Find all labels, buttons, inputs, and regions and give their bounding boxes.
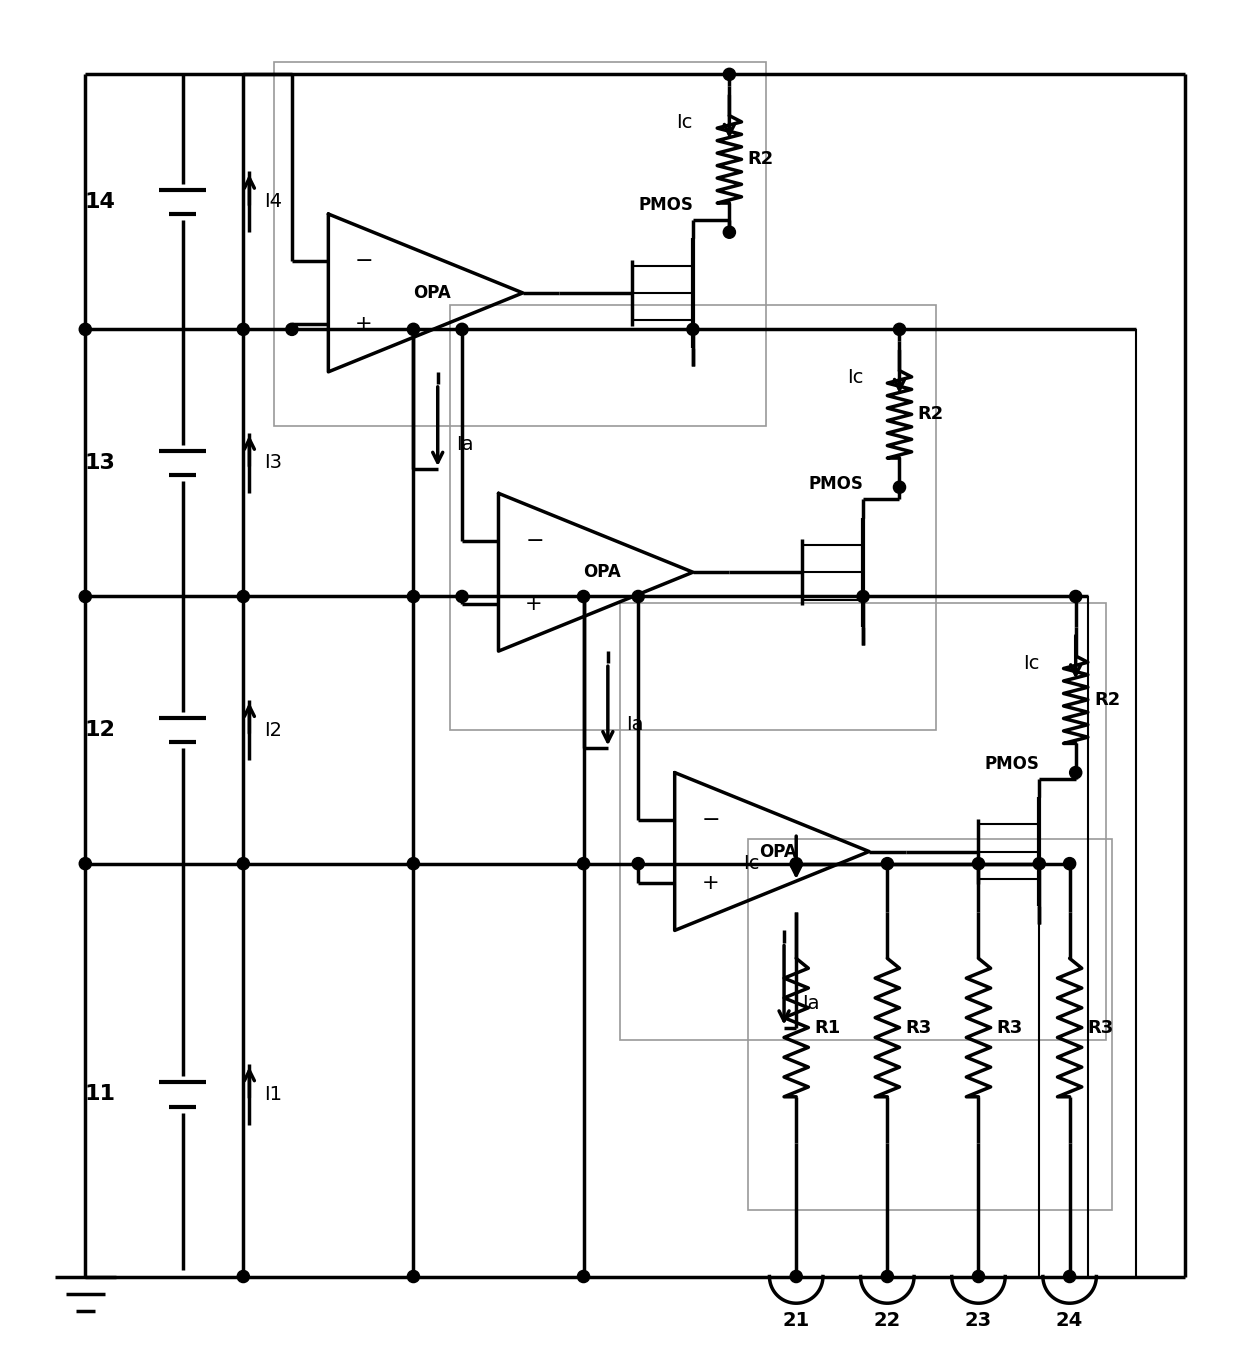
Circle shape [285,323,298,335]
Text: Ic: Ic [743,855,760,874]
Circle shape [1064,1270,1076,1283]
Text: PMOS: PMOS [985,755,1039,773]
Circle shape [407,590,419,602]
Text: Ic: Ic [847,368,863,387]
Text: +: + [526,594,543,613]
Text: Ia: Ia [456,435,474,454]
Text: Ic: Ic [677,113,693,132]
Circle shape [882,1270,893,1283]
Circle shape [632,857,645,870]
Text: R2: R2 [918,405,944,424]
Bar [748,840,1112,1210]
Text: R2: R2 [748,150,774,169]
Text: R3: R3 [997,1018,1023,1037]
Text: −: − [526,530,544,551]
Circle shape [578,857,589,870]
Text: 23: 23 [965,1310,992,1329]
Circle shape [882,857,893,870]
Text: OPA: OPA [413,284,450,303]
Text: I3: I3 [264,454,281,473]
Text: OPA: OPA [583,563,621,581]
Text: R3: R3 [1087,1018,1114,1037]
Circle shape [456,323,467,335]
Text: −: − [355,251,373,271]
Text: +: + [702,874,719,893]
Bar [620,602,1106,1040]
Circle shape [79,590,92,602]
Text: OPA: OPA [759,842,797,860]
Text: 22: 22 [874,1310,901,1329]
Text: +: + [355,315,373,334]
Circle shape [79,857,92,870]
Circle shape [578,590,589,602]
Circle shape [790,857,802,870]
Text: Ia: Ia [626,714,644,733]
Text: R2: R2 [1094,691,1120,709]
Circle shape [723,226,735,239]
Text: I4: I4 [264,192,281,211]
Circle shape [687,323,699,335]
Text: 21: 21 [782,1310,810,1329]
Circle shape [1033,857,1045,870]
Circle shape [893,481,905,493]
Circle shape [237,590,249,602]
Circle shape [972,857,985,870]
Bar [274,63,766,427]
Circle shape [632,590,645,602]
Text: PMOS: PMOS [808,476,863,493]
Circle shape [407,323,419,335]
Text: R3: R3 [905,1018,931,1037]
Text: Ia: Ia [802,994,820,1013]
Circle shape [407,857,419,870]
Circle shape [237,857,249,870]
Text: 13: 13 [84,453,115,473]
Circle shape [1070,766,1081,778]
Text: Ic: Ic [1023,654,1039,673]
Circle shape [1070,590,1081,602]
Text: I2: I2 [264,721,281,740]
Circle shape [79,323,92,335]
Circle shape [972,1270,985,1283]
Text: PMOS: PMOS [639,196,693,214]
Text: −: − [702,810,720,830]
Circle shape [857,590,869,602]
Text: R1: R1 [815,1018,841,1037]
Text: 14: 14 [84,192,115,211]
Circle shape [723,68,735,80]
Circle shape [578,1270,589,1283]
Text: 24: 24 [1056,1310,1084,1329]
Circle shape [237,323,249,335]
Circle shape [893,323,905,335]
Circle shape [237,1270,249,1283]
Bar [450,305,936,731]
Text: 11: 11 [84,1085,115,1104]
Text: 12: 12 [84,720,115,740]
Circle shape [1064,857,1076,870]
Text: I1: I1 [264,1085,281,1104]
Circle shape [407,1270,419,1283]
Circle shape [456,590,467,602]
Circle shape [790,1270,802,1283]
